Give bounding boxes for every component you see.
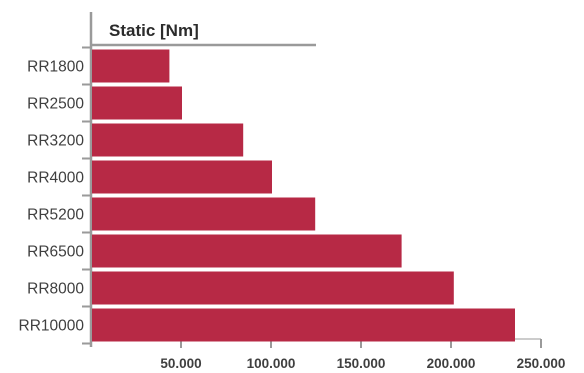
y-tick-label: RR6500 [27,244,84,261]
y-tick-label: RR4000 [27,170,84,187]
x-tick-label: 200.000 [427,356,476,371]
x-tick-label: 50.000 [160,356,201,371]
x-tick-label: 100.000 [247,356,296,371]
bar [92,234,402,268]
x-tick-label: 150.000 [337,356,386,371]
bars [92,49,515,342]
y-tick-label: RR10000 [19,318,85,335]
bar [92,86,182,120]
bar [92,160,272,194]
x-tick-label: 250.000 [517,356,566,371]
y-axis-labels: RR1800 RR2500 RR3200 RR4000 RR5200 RR6500 RR80… [19,59,85,335]
bar [92,123,244,157]
x-axis-labels: 50.000 100.000 150.000 200.000 250.000 [160,356,565,371]
bar [92,49,170,83]
y-tick-label: RR2500 [27,96,84,113]
y-tick-label: RR3200 [27,133,84,150]
chart-title: Static [Nm] [109,21,199,40]
y-tick-label: RR8000 [27,281,84,298]
bar [92,308,515,342]
bar [92,197,316,231]
y-tick-label: RR1800 [27,59,84,76]
bar [92,271,454,305]
y-tick-label: RR5200 [27,207,84,224]
